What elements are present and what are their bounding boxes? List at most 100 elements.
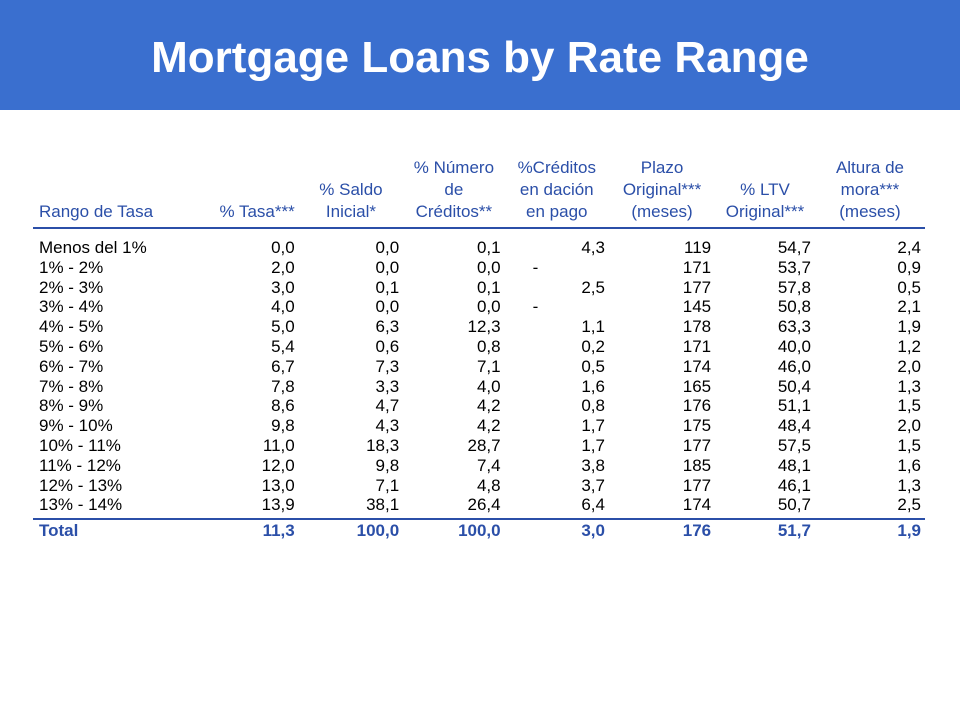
foreclosure-credits-cell: 6,4 (581, 495, 605, 515)
initial-balance-cell: 7,3 (375, 356, 400, 376)
rate-cell: 0,0 (271, 238, 295, 257)
original-ltv-cell: 40,0 (777, 336, 811, 356)
credit-count-cell: 4,0 (476, 376, 501, 396)
rate-cell: 3,0 (271, 277, 295, 297)
original-term-cell: 185 (682, 455, 712, 475)
initial-balance-cell: 38,1 (366, 495, 400, 515)
header-credit-count-line: % Número (413, 158, 495, 177)
total-label: Total (33, 518, 175, 543)
rate-cell: 8,6 (271, 396, 295, 416)
header-initial-balance-line: % Saldo (319, 180, 383, 199)
header-foreclosure-credits: %Créditos en dación en pago (504, 157, 609, 229)
table-row: 13% - 14% 13,9 38,1 26,4 6,4 174 50,7 2,5 (33, 495, 925, 519)
rate-range-cell: 10% - 11% (39, 435, 121, 455)
rate-cell: 11,0 (262, 435, 295, 455)
original-term-cell: 171 (682, 257, 712, 277)
delinquency-cell: 0,5 (897, 277, 921, 297)
delinquency-cell: 2,0 (897, 356, 921, 376)
rate-range-cell: 5% - 6% (39, 336, 104, 356)
initial-balance-cell: 0,0 (375, 238, 400, 257)
original-term-cell: 174 (682, 356, 712, 376)
delinquency-cell: 1,9 (897, 317, 921, 337)
table-row: 6% - 7% 6,7 7,3 7,1 0,5 174 46,0 2,0 (33, 357, 925, 377)
delinquency-cell: 2,4 (897, 238, 921, 257)
rate-range-cell: Menos del 1% (39, 238, 147, 257)
foreclosure-credits-cell: 1,7 (581, 435, 605, 455)
delinquency-cell: 1,5 (897, 435, 921, 455)
credit-count-cell: 4,8 (476, 475, 501, 495)
foreclosure-credits-cell: 3,8 (581, 455, 605, 475)
credit-count-cell: 0,1 (476, 277, 501, 297)
credit-count-cell: 0,8 (476, 336, 501, 356)
original-term-cell: 171 (682, 336, 712, 356)
table-row: 7% - 8% 7,8 3,3 4,0 1,6 165 50,4 1,3 (33, 377, 925, 397)
table-row: 3% - 4% 4,0 0,0 0,0 - 145 50,8 2,1 (33, 297, 925, 317)
rate-cell: 13,0 (261, 475, 295, 495)
header-original-ltv: % LTV Original*** (715, 157, 815, 229)
table-row: 2% - 3% 3,0 0,1 0,1 2,5 177 57,8 0,5 (33, 278, 925, 298)
original-ltv-cell: 50,8 (777, 297, 811, 317)
original-term-cell: 165 (682, 376, 712, 396)
header-original-term-line: (meses) (631, 202, 693, 221)
table-row: Menos del 1% 0,0 0,0 0,1 4,3 119 54,7 2,4 (33, 228, 925, 258)
total-row: Total 11,3 100,0 100,0 3,0 176 51,7 1,9 (33, 518, 925, 543)
header-delinquency: Altura de mora*** (meses) (814, 157, 925, 229)
initial-balance-cell: 4,7 (375, 396, 400, 416)
credit-count-cell: 4,2 (476, 416, 501, 436)
header-original-ltv-line: Original*** (725, 202, 805, 221)
original-term-cell: 177 (682, 435, 712, 455)
delinquency-cell: 1,3 (897, 475, 921, 495)
credit-count-cell: 0,1 (476, 238, 501, 257)
credit-count-cell: 26,4 (467, 495, 501, 515)
original-ltv-cell: 48,4 (777, 416, 811, 436)
original-term-cell: 177 (682, 475, 712, 495)
delinquency-cell: 2,5 (897, 495, 921, 515)
delinquency-cell: 2,0 (897, 416, 921, 436)
original-term-cell: 119 (684, 238, 712, 257)
credit-count-cell: 7,4 (476, 455, 501, 475)
table-row: 1% - 2% 2,0 0,0 0,0 - 171 53,7 0,9 (33, 258, 925, 278)
initial-balance-cell: 4,3 (375, 416, 400, 436)
initial-balance-cell: 3,3 (375, 376, 400, 396)
foreclosure-credits-cell: - (532, 297, 539, 317)
delinquency-cell: 1,6 (897, 455, 921, 475)
header-foreclosure-credits-line: %Créditos (517, 158, 596, 177)
foreclosure-credits-cell: 4,3 (581, 238, 605, 257)
rate-range-cell: 9% - 10% (39, 416, 113, 436)
mortgage-rate-table: Rango de Tasa % Tasa*** % Saldo Inicial* % N… (33, 157, 925, 543)
title-bar: Mortgage Loans by Rate Range (0, 0, 960, 110)
initial-balance-cell: 0,1 (375, 277, 400, 297)
rate-range-cell: 12% - 13% (39, 475, 123, 495)
original-term-cell: 177 (682, 277, 712, 297)
original-ltv-cell: 48,1 (777, 455, 811, 475)
original-ltv-cell: 57,5 (777, 435, 811, 455)
rate-cell: 9,8 (271, 416, 295, 436)
delinquency-cell: 1,2 (897, 336, 921, 356)
header-delinquency-line: mora*** (840, 180, 900, 199)
header-foreclosure-credits-line: en pago (526, 202, 588, 221)
header-row: Rango de Tasa % Tasa*** % Saldo Inicial* % N… (33, 157, 925, 229)
original-ltv-cell: 57,8 (777, 277, 811, 297)
total-original-term: 176 (608, 518, 716, 543)
table-row: 9% - 10% 9,8 4,3 4,2 1,7 175 48,4 2,0 (33, 416, 925, 436)
credit-count-cell: 0,0 (476, 297, 501, 317)
delinquency-cell: 0,9 (897, 257, 921, 277)
original-ltv-cell: 53,7 (777, 257, 811, 277)
table-row: 4% - 5% 5,0 6,3 12,3 1,1 178 63,3 1,9 (33, 317, 925, 337)
table-row: 12% - 13% 13,0 7,1 4,8 3,7 177 46,1 1,3 (33, 476, 925, 496)
original-ltv-cell: 54,7 (777, 238, 811, 257)
total-delinquency: 1,9 (814, 518, 925, 543)
foreclosure-credits-cell: 0,2 (581, 336, 605, 356)
original-term-cell: 174 (682, 495, 712, 515)
total-initial-balance: 100,0 (298, 518, 404, 543)
delinquency-cell: 2,1 (897, 297, 921, 317)
initial-balance-cell: 7,1 (375, 475, 400, 495)
header-initial-balance: % Saldo Inicial* (298, 157, 404, 229)
foreclosure-credits-cell: 3,7 (581, 475, 605, 495)
header-original-ltv-line: % LTV (740, 180, 790, 199)
foreclosure-credits-cell: 2,5 (581, 277, 605, 297)
rate-cell: 13,9 (261, 495, 295, 515)
total-original-ltv: 51,7 (715, 518, 815, 543)
initial-balance-cell: 18,3 (366, 435, 400, 455)
original-ltv-cell: 46,1 (777, 475, 811, 495)
